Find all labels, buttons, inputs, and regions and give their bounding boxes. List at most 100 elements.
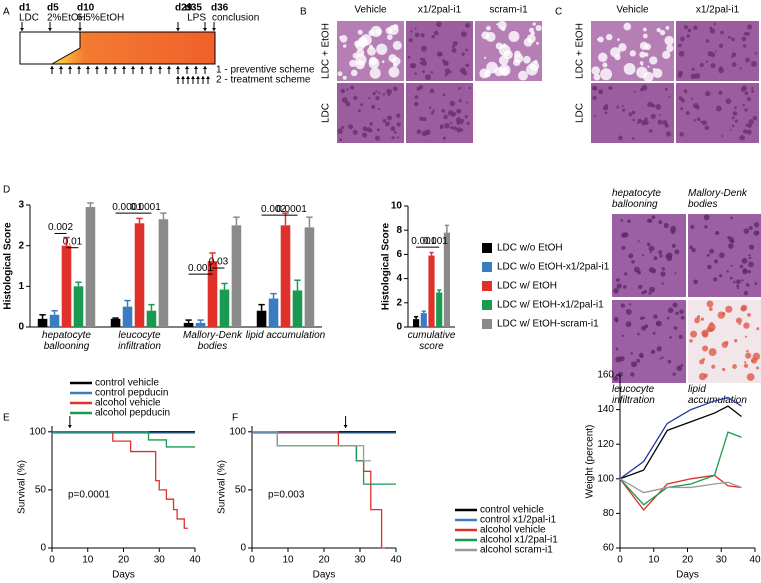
histology-texture <box>663 222 669 229</box>
histology-texture <box>638 352 644 358</box>
histology-texture <box>702 357 706 361</box>
histology-texture <box>711 364 716 369</box>
histology-texture <box>632 118 635 122</box>
histology-texture <box>637 332 640 336</box>
histology-texture <box>729 128 732 131</box>
histology-texture <box>715 105 722 112</box>
histology-texture <box>442 93 446 97</box>
histology-texture <box>679 309 684 314</box>
histology-texture <box>618 371 624 377</box>
y-tick-label: 0 <box>40 543 46 554</box>
timeline-day: d1 <box>19 3 31 14</box>
histology-texture <box>460 31 467 38</box>
histology-texture <box>486 25 491 31</box>
timeline-day: d29 <box>175 3 193 14</box>
histology-texture <box>657 119 663 125</box>
histology-texture <box>678 50 685 57</box>
histology-texture <box>633 266 640 273</box>
histology-texture <box>621 334 625 337</box>
x-tick-label: 40 <box>189 555 201 566</box>
histology-texture <box>465 63 470 68</box>
histology-texture <box>606 33 613 41</box>
histology-texture <box>591 66 601 75</box>
histology-texture <box>647 65 650 68</box>
histology-texture <box>751 61 757 67</box>
bar <box>49 314 60 327</box>
legend-swatch <box>482 319 492 329</box>
histology-texture <box>337 128 343 134</box>
histology-texture <box>666 44 674 52</box>
histology-texture <box>369 122 373 126</box>
bar <box>219 289 230 327</box>
scheme1-arrow-head <box>122 66 126 69</box>
x-tick-label-box: leucocyte infiltration <box>118 330 161 352</box>
histology-texture <box>366 127 372 133</box>
histology-texture <box>648 129 653 133</box>
bar <box>122 306 133 327</box>
histology-texture <box>741 257 748 264</box>
timeline-arrow-head <box>78 28 82 31</box>
histology-texture <box>388 24 399 36</box>
histology-texture <box>526 63 538 76</box>
histology-texture <box>630 361 637 368</box>
scheme2-arrow-head <box>206 76 210 79</box>
histology-texture <box>754 51 757 55</box>
histology-texture <box>630 372 635 377</box>
histology-texture <box>442 136 446 140</box>
histology-texture <box>444 68 451 74</box>
histology-texture <box>740 87 746 92</box>
histology-texture <box>628 253 634 259</box>
histology-texture <box>707 264 712 270</box>
histology-texture <box>731 62 737 67</box>
histology-texture <box>667 307 674 314</box>
histology-texture <box>615 347 619 351</box>
histology-texture <box>623 63 636 75</box>
histology-texture <box>665 131 672 137</box>
scheme1-arrow-head <box>95 66 99 69</box>
p-value: 0.002 <box>48 222 73 233</box>
histology-texture <box>659 357 662 360</box>
histology-texture <box>432 109 435 112</box>
histology-texture <box>479 68 490 79</box>
histology-texture <box>642 33 648 39</box>
histology-texture <box>641 254 645 257</box>
histology-texture <box>747 24 753 30</box>
histology-texture <box>451 45 455 49</box>
treatment-arrow-head <box>343 425 348 428</box>
histology-texture <box>465 48 469 52</box>
histology-texture <box>416 86 421 91</box>
histology-texture <box>678 43 682 48</box>
histology-texture <box>419 61 423 65</box>
column-label: scram-i1 <box>489 5 528 16</box>
histology-texture <box>748 254 751 257</box>
histology-texture <box>342 44 347 48</box>
y-tick-label: 50 <box>35 485 47 496</box>
histology-texture <box>690 73 697 80</box>
histology-texture <box>728 236 735 243</box>
x-axis-label: Days <box>112 570 135 581</box>
legend-swatch <box>482 262 492 272</box>
series-line <box>619 431 742 506</box>
histology-texture <box>610 47 621 58</box>
x-tick-label-box: Mallory-Denk bodies <box>183 330 242 352</box>
histology-texture <box>753 230 759 236</box>
x-tick-label: leucocyte infiltration <box>118 330 161 352</box>
histology-texture <box>742 103 745 107</box>
histology-texture <box>592 85 598 91</box>
bar <box>280 225 291 327</box>
histology-texture <box>713 22 717 26</box>
histology-texture <box>413 101 419 107</box>
x-tick-label: 40 <box>390 555 402 566</box>
histology-texture <box>444 122 450 129</box>
histology-texture <box>536 41 539 45</box>
histology-texture <box>360 103 364 107</box>
y-tick-label: 2 <box>18 240 24 251</box>
legend-label: alcohol vehicle <box>95 398 161 409</box>
histology-texture <box>653 314 658 319</box>
histology-texture <box>443 114 448 120</box>
histology-texture <box>719 274 723 278</box>
histology-texture <box>742 129 748 134</box>
histology-texture <box>748 256 752 260</box>
histology-texture <box>621 232 627 238</box>
